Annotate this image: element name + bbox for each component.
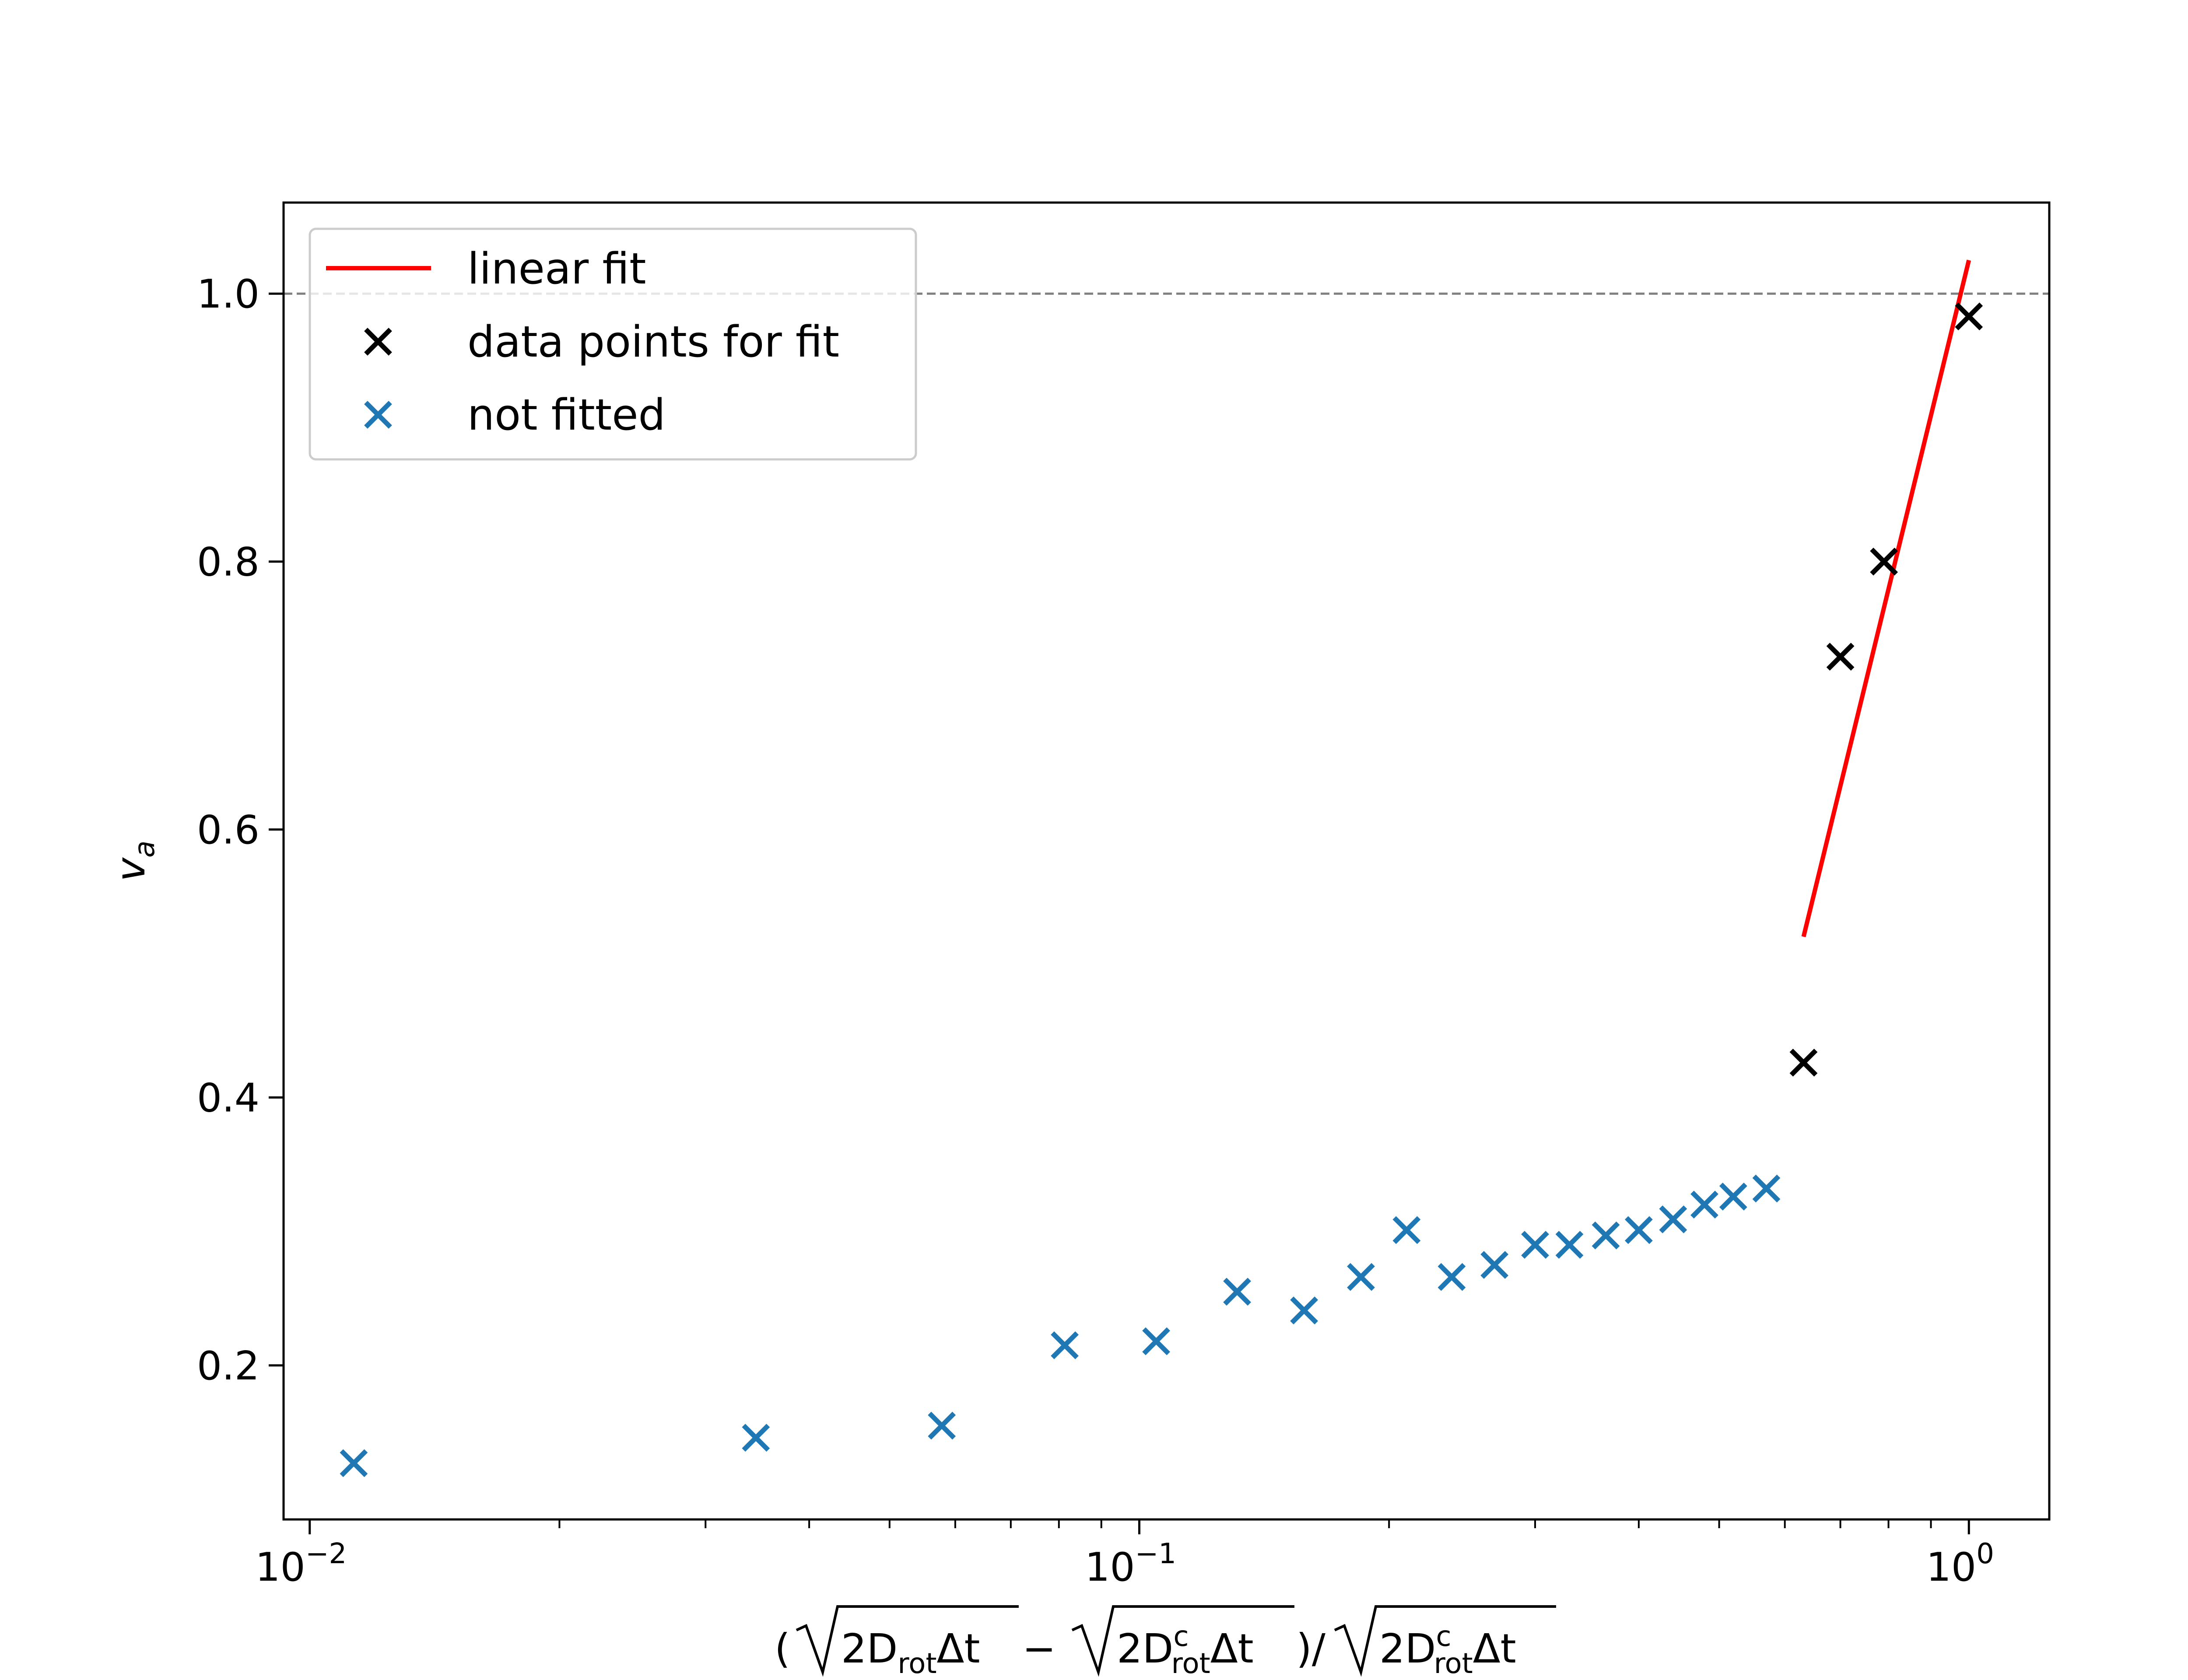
legend-box [309, 228, 917, 461]
radical-1 [796, 1605, 1019, 1677]
y-tick-label-1: 0.4 [197, 1075, 259, 1121]
unfitted-point-8 [1392, 1216, 1421, 1244]
unfitted-point-9 [1438, 1263, 1466, 1291]
fit-point-0 [1789, 1048, 1818, 1077]
radical-2 [1071, 1605, 1294, 1677]
unfitted-point-6 [1290, 1296, 1318, 1325]
x-label-term-2: 2Dc rotΔt [1117, 1620, 1254, 1680]
legend: linear fit data points for fit not fitte… [309, 228, 917, 461]
series-layer [340, 259, 1983, 1477]
svg-text:va: va [107, 840, 161, 882]
x-axis-label: ( 2DrotΔt − 2Dc rotΔt )/ 2Dc rotΔt [775, 1605, 1556, 1680]
x-label-term-1: 2DrotΔt [841, 1625, 980, 1680]
unfitted-point-5 [1223, 1278, 1251, 1306]
unfitted-point-1 [742, 1424, 770, 1452]
legend-label-linear-fit: linear fit [467, 244, 646, 294]
x-label-close-slash: )/ [1296, 1625, 1325, 1672]
fit-point-3 [1955, 302, 1983, 331]
y-axis-ticks: 0.2 0.4 0.6 0.8 1.0 [197, 271, 284, 1389]
x-tick-label-1: 10−1 [1085, 1538, 1176, 1590]
x-label-minus: − [1022, 1625, 1056, 1672]
legend-marker-not-fitted [364, 401, 392, 429]
unfitted-point-2 [928, 1411, 956, 1440]
plot-frame [282, 201, 2051, 1521]
unfitted-point-13 [1592, 1221, 1620, 1250]
fit-point-1 [1826, 643, 1855, 671]
unfitted-point-16 [1690, 1190, 1718, 1219]
unfitted-point-0 [340, 1449, 368, 1477]
unfitted-point-4 [1142, 1327, 1171, 1355]
unfitted-point-14 [1624, 1216, 1653, 1244]
legend-label-data-points-for-fit: data points for fit [467, 317, 839, 367]
x-label-open-paren: ( [775, 1625, 790, 1672]
unfitted-point-7 [1347, 1263, 1375, 1291]
unfitted-point-18 [1752, 1174, 1781, 1203]
x-tick-label-0: 10−2 [255, 1538, 347, 1590]
x-label-term-3: 2Dc rotΔt [1379, 1620, 1516, 1680]
y-tick-label-0: 0.2 [197, 1343, 259, 1389]
x-axis-ticks: 10−2 10−1 100 [255, 1519, 1994, 1590]
y-axis-label-sub: a [129, 840, 161, 858]
unfitted-point-11 [1521, 1231, 1549, 1259]
legend-label-not-fitted: not fitted [467, 390, 666, 440]
y-tick-label-2: 0.6 [197, 807, 259, 853]
y-axis-label: va [107, 840, 161, 882]
fit-point-2 [1870, 547, 1898, 576]
unfitted-point-12 [1555, 1231, 1584, 1259]
unfitted-point-3 [1051, 1331, 1079, 1359]
fit-line [1801, 259, 1971, 938]
radical-3 [1334, 1605, 1556, 1677]
unfitted-point-10 [1480, 1251, 1509, 1279]
unfitted-point-17 [1719, 1183, 1747, 1211]
legend-marker-fit-points [364, 328, 392, 356]
y-tick-label-4: 1.0 [197, 271, 259, 317]
unfitted-point-15 [1659, 1205, 1687, 1233]
x-tick-label-2: 100 [1926, 1538, 1994, 1590]
y-axis-label-main: v [107, 857, 154, 882]
y-tick-label-3: 0.8 [197, 539, 259, 585]
